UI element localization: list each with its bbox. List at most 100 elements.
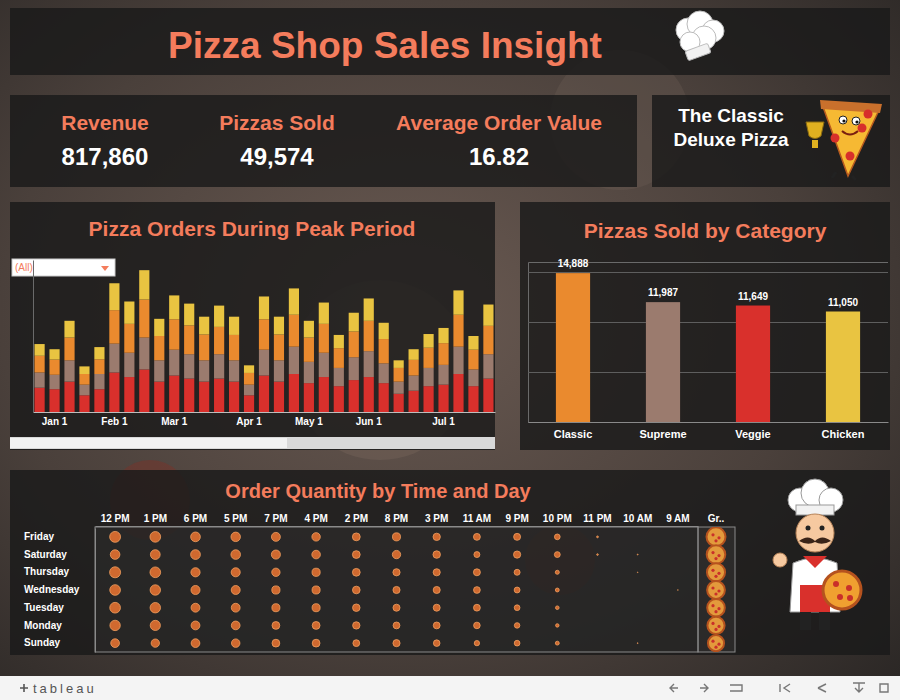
bubble <box>110 567 121 578</box>
bubble <box>473 533 480 540</box>
bubble <box>353 622 360 629</box>
pizza-topping <box>714 628 717 631</box>
filter-dropdown[interactable]: (All) <box>12 259 115 276</box>
tick-label: 4 PM <box>304 513 327 524</box>
tick-label: 7 PM <box>264 513 287 524</box>
crust <box>820 100 882 113</box>
tick: Saturday <box>24 549 95 560</box>
bar-segment <box>468 350 478 370</box>
x-axis: ClassicSupremeVeggieChicken <box>529 422 889 440</box>
dashboard-title: Pizza Shop Sales Insight <box>168 25 602 66</box>
bar-segment <box>364 321 374 351</box>
bubble <box>353 640 360 647</box>
bubble <box>352 533 360 541</box>
bubble <box>150 585 160 595</box>
bar-segment <box>154 319 164 336</box>
toolbar-icon[interactable] <box>780 684 790 692</box>
bar-segment <box>184 304 194 326</box>
tick-label: Monday <box>24 620 62 631</box>
tick: 11 AM <box>463 513 492 526</box>
axis-line <box>96 526 699 527</box>
tick: Mar 1 <box>161 412 188 427</box>
total-bubble <box>707 581 725 599</box>
bar-segment <box>34 388 44 412</box>
bubble <box>231 603 240 612</box>
bubble <box>513 551 520 558</box>
bar-segment <box>274 334 284 360</box>
chef-hand <box>773 553 787 567</box>
bar-segment <box>154 336 164 360</box>
bar-segment <box>274 382 284 412</box>
toolbar-icon[interactable] <box>700 684 708 692</box>
tick-label: Apr 1 <box>236 416 262 427</box>
tick: Tuesday <box>24 602 95 613</box>
toolbar-icon[interactable] <box>880 684 888 692</box>
bar-segment <box>229 382 239 412</box>
bubble <box>111 639 120 648</box>
bar-segment <box>289 315 299 347</box>
tick: 4 PM <box>304 513 327 526</box>
dropdown-box[interactable] <box>12 259 115 276</box>
tick: 1 PM <box>144 513 167 526</box>
bar-segment <box>349 331 359 357</box>
kpi-label: Pizzas Sold <box>219 111 335 134</box>
dropdown-text[interactable]: (All) <box>15 262 33 273</box>
bar-segment <box>34 344 44 356</box>
bubble <box>392 533 400 541</box>
bar-segment <box>409 376 419 391</box>
bubble <box>433 604 440 611</box>
bubble <box>474 587 481 594</box>
tick-label: Sunday <box>24 637 61 648</box>
tick-label: 9 PM <box>505 513 528 524</box>
tick-label: Veggie <box>735 428 770 440</box>
toolbar-icon[interactable] <box>670 684 678 692</box>
dropdown-arrow[interactable] <box>101 266 109 271</box>
tick: May 1 <box>295 412 323 427</box>
bar-segment <box>109 310 119 343</box>
pizza-topping <box>717 625 720 628</box>
bubble <box>312 568 320 576</box>
toolbar-icon[interactable] <box>730 685 742 691</box>
bubble <box>392 550 400 558</box>
chart-title: Pizza Orders During Peak Period <box>89 217 416 240</box>
bar-segment <box>483 326 493 354</box>
data-labels: 14,88811,98711,64911,050 <box>558 258 859 307</box>
bar-segment <box>304 383 314 412</box>
bar-segment <box>394 368 404 382</box>
tick-label: Jun 1 <box>356 416 383 427</box>
tick: Supreme <box>639 422 686 440</box>
bubble <box>110 602 121 613</box>
tick: Classic <box>554 422 593 440</box>
title-panel <box>10 8 890 75</box>
bubble <box>393 640 400 647</box>
bubble <box>514 587 520 593</box>
tick-label: Jan 1 <box>42 416 68 427</box>
pizza-topping <box>711 533 714 536</box>
bar-segment <box>259 296 269 319</box>
pepperoni <box>858 124 867 133</box>
scrollbar-thumb[interactable] <box>10 438 287 448</box>
bar-segment <box>49 360 59 375</box>
bar-segment <box>409 360 419 376</box>
bar <box>556 273 590 422</box>
bubble <box>555 641 559 645</box>
bar-segment <box>379 339 389 363</box>
bar-segment <box>79 366 89 374</box>
bar-segment <box>139 300 149 338</box>
slice <box>822 104 880 176</box>
pizza-topping <box>717 607 720 610</box>
bar-segment <box>483 354 493 378</box>
bubble <box>554 552 560 558</box>
bar-segment <box>438 385 448 412</box>
bar-segment <box>199 382 209 412</box>
bar-segment <box>184 325 194 354</box>
bar-segment <box>184 354 194 378</box>
toolbar-icon[interactable] <box>818 684 826 692</box>
toolbar-icon[interactable] <box>853 683 865 692</box>
bubble <box>514 533 521 540</box>
bubble <box>473 604 480 611</box>
chef-scarf <box>803 556 827 568</box>
bar-segment <box>423 386 433 412</box>
tick: Apr 1 <box>236 412 262 427</box>
bubble <box>110 620 120 630</box>
